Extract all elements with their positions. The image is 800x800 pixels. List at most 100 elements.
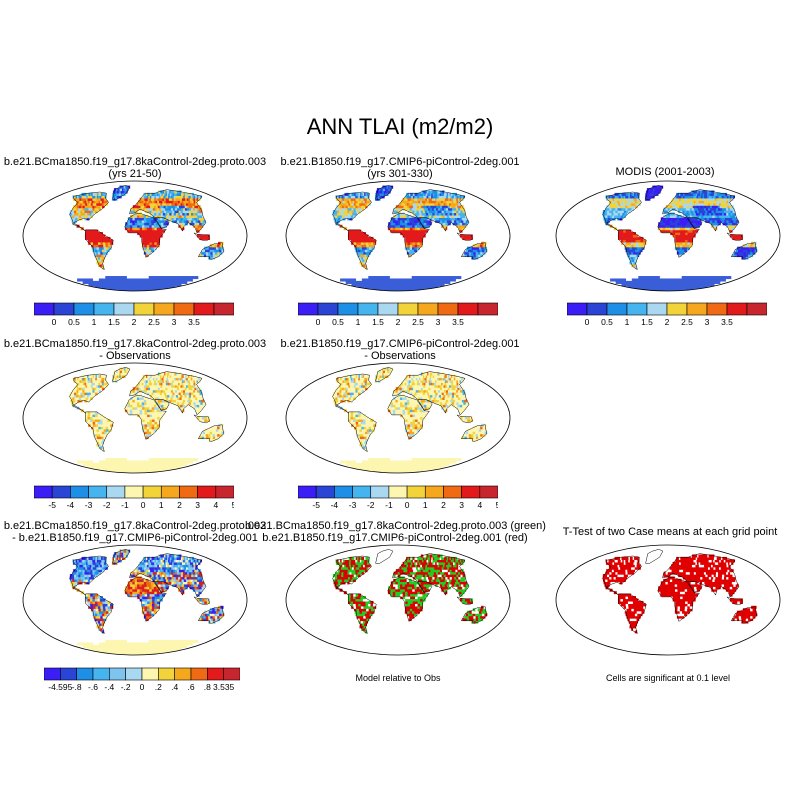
colorbar-swatch	[197, 485, 217, 499]
colorbar-swatch	[477, 302, 498, 316]
colorbar-swatch	[726, 302, 748, 316]
colorbar-tick-label: .6	[187, 682, 194, 692]
colorbar-swatch	[417, 302, 439, 316]
colorbar-swatch	[706, 302, 728, 316]
colorbar-swatch	[207, 667, 224, 681]
colorbar-tick-label: 3	[195, 500, 200, 510]
colorbar-swatch	[606, 302, 628, 316]
colorbar-tick-label: 2.5	[412, 317, 424, 327]
colorbar-tick-label: 2	[665, 317, 670, 327]
land-cells	[332, 554, 488, 634]
colorbar-tick-label: -4.595	[48, 682, 72, 692]
map-border	[22, 362, 248, 474]
map-case2-minus-obs	[285, 362, 511, 474]
land-cells	[332, 367, 488, 473]
colorbar-swatch	[567, 302, 588, 316]
colorbar-tick-label: 0.5	[68, 317, 80, 327]
map-border	[555, 544, 781, 656]
figure-title: ANN TLAI (m2/m2)	[306, 114, 494, 139]
colorbar-abs-1: 0 0.5 1 1.5 2 2.5 3 3.5	[34, 302, 234, 327]
map-case2	[285, 180, 511, 292]
colorbar-swatch	[88, 485, 108, 499]
colorbar-tick-label: -3	[349, 500, 357, 510]
colorbar-swatch	[125, 667, 143, 681]
colorbar-tick-label: 3	[172, 317, 177, 327]
colorbar-swatch	[406, 485, 426, 499]
panel-title-green-red: b.e21.BCma1850.f19_g17.8kaControl-2deg.p…	[245, 520, 546, 544]
colorbar-tick-label: 3	[459, 500, 464, 510]
colorbar-swatch	[746, 302, 767, 316]
colorbar-swatch	[298, 302, 319, 316]
colorbar-tick-label: 0.5	[332, 317, 344, 327]
colorbar-tick-label: 1	[92, 317, 97, 327]
colorbar-tick-label: -2	[103, 500, 111, 510]
colorbar-swatch	[158, 667, 175, 681]
map-obs	[555, 180, 781, 292]
colorbar-tick-label: -.2	[121, 682, 131, 692]
colorbar-swatch	[193, 302, 215, 316]
colorbar-tick-label: 4	[213, 500, 218, 510]
map-ttest	[555, 544, 781, 656]
colorbar-swatch	[377, 302, 399, 316]
colorbar-swatch	[352, 485, 372, 499]
colorbar-tick-label: 3	[705, 317, 710, 327]
colorbar-swatch	[160, 485, 180, 499]
colorbar-tick-label: -4	[331, 500, 339, 510]
colorbar-swatch	[443, 485, 462, 499]
colorbar-tick-label: -1	[121, 500, 129, 510]
colorbar-tick-label: 2	[177, 500, 182, 510]
colorbar-swatch	[457, 302, 479, 316]
colorbar-tick-label: 2.5	[681, 317, 693, 327]
colorbar-tick-label: .4	[171, 682, 178, 692]
colorbar-tick-label: 2	[396, 317, 401, 327]
colorbar-tick-label: 0	[585, 317, 590, 327]
colorbar-tick-label: 1.5	[641, 317, 653, 327]
colorbar-swatch	[215, 485, 234, 499]
map-case1	[22, 180, 248, 292]
colorbar-tick-label: .2	[155, 682, 162, 692]
colorbar-tick-label: 2	[132, 317, 137, 327]
colorbar-abs-2: 0 0.5 1 1.5 2 2.5 3 3.5	[298, 302, 498, 327]
panel-title-case1-minus-case2: b.e21.BCma1850.f19_g17.8kaControl-2deg.p…	[3, 520, 267, 544]
colorbar-swatch	[370, 485, 390, 499]
colorbar-tick-label: -1	[385, 500, 393, 510]
colorbar-swatch	[479, 485, 498, 499]
colorbar-swatch	[174, 667, 192, 681]
panel-title-ttest: T-Test of two Case means at each grid po…	[562, 526, 778, 538]
panel-title-case2-minus-obs: b.e21.B1850.f19_g17.CMIP6-piControl-2deg…	[280, 338, 520, 362]
colorbar-diff-1: -5 -4 -3 -2 -1 0 1 2 3 4 5	[34, 485, 234, 510]
colorbar-swatch	[666, 302, 688, 316]
colorbar-swatch	[141, 667, 159, 681]
colorbar-swatch	[51, 485, 71, 499]
colorbar-tick-label: -.8	[72, 682, 82, 692]
colorbar-swatch	[397, 302, 419, 316]
colorbar-swatch	[113, 302, 135, 316]
map-border	[22, 544, 248, 656]
colorbar-tick-label: -.4	[104, 682, 114, 692]
colorbar-swatch	[34, 302, 55, 316]
colorbar-swatch	[153, 302, 175, 316]
land-cells	[69, 185, 225, 291]
colorbar-tick-label: 3.5	[452, 317, 464, 327]
map-border	[285, 180, 511, 292]
panel-title-case1-minus-obs: b.e21.BCma1850.f19_g17.8kaControl-2deg.p…	[3, 338, 267, 362]
colorbar-case-diff: -4.595 -.8 -.6 -.4 -.2 0 .2 .4 .6 .8 3.535	[44, 667, 240, 692]
map-case1-minus-case2	[22, 544, 248, 656]
colorbar-diff-2: -5 -4 -3 -2 -1 0 1 2 3 4 5	[298, 485, 498, 510]
colorbar-tick-label: 3	[436, 317, 441, 327]
colorbar-swatch	[73, 302, 95, 316]
map-case1-minus-obs	[22, 362, 248, 474]
colorbar-swatch	[213, 302, 234, 316]
colorbar-swatch	[357, 302, 379, 316]
colorbar-swatch	[424, 485, 444, 499]
colorbar-swatch	[60, 667, 77, 681]
colorbar-swatch	[334, 485, 353, 499]
colorbar-tick-label: 0.5	[601, 317, 613, 327]
colorbar-swatch	[337, 302, 359, 316]
colorbar-swatch	[388, 485, 408, 499]
colorbar-tick-label: 1	[356, 317, 361, 327]
colorbar-tick-label: -2	[367, 500, 375, 510]
colorbar-swatch	[461, 485, 481, 499]
map-border	[555, 180, 781, 292]
note-model-relative: Model relative to Obs	[355, 673, 441, 683]
